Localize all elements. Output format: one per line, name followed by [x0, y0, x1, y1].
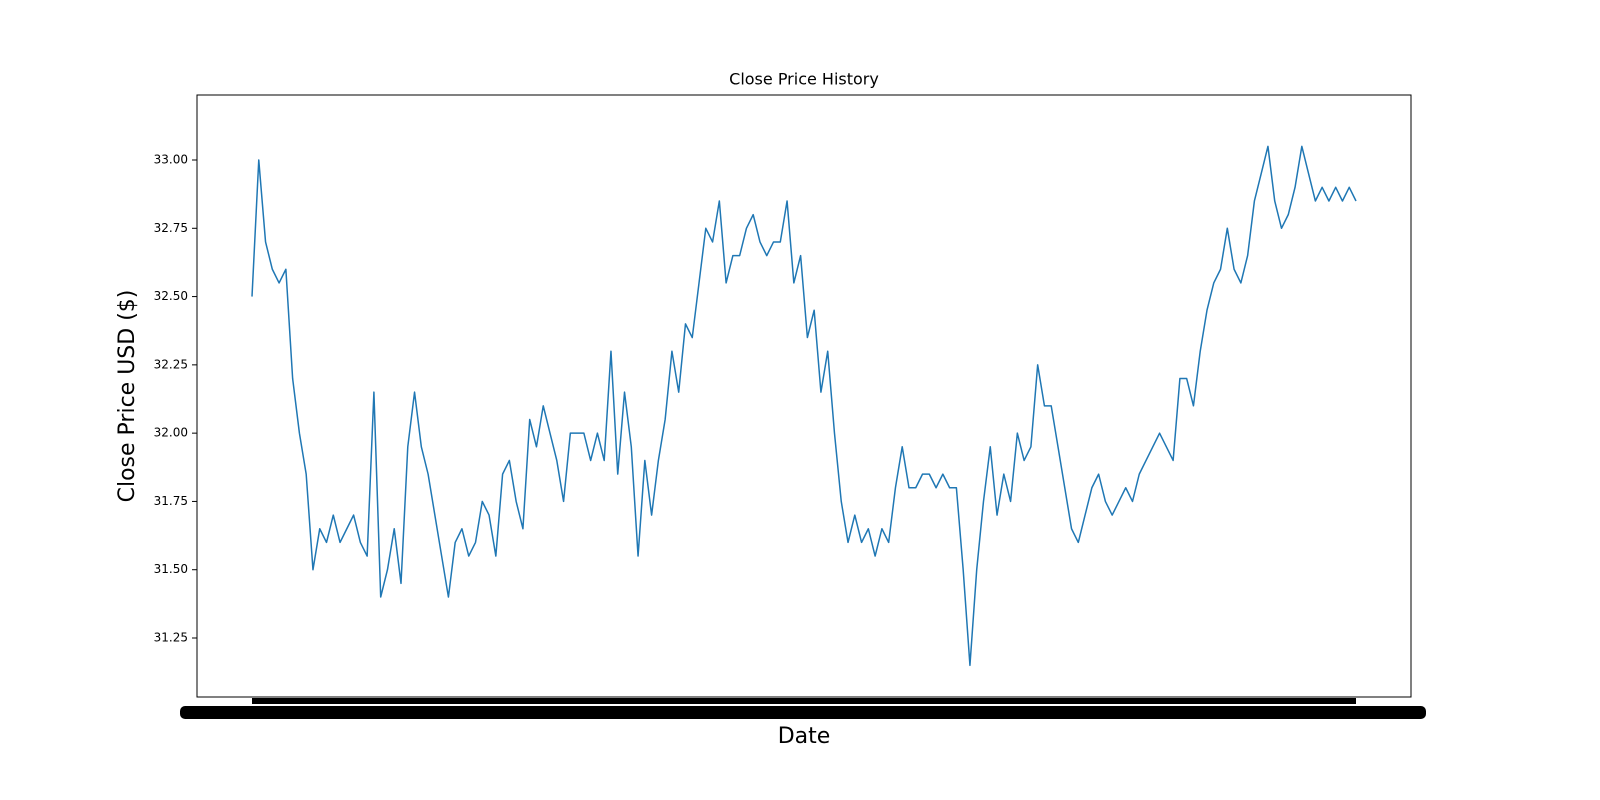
y-tick-label: 33.00 [154, 153, 188, 167]
x-tick-labels-smear [180, 706, 1426, 719]
y-axis-label: Close Price USD ($) [115, 290, 140, 503]
x-tick-marks-smear [252, 698, 1356, 704]
y-tick-label: 32.75 [154, 221, 188, 235]
y-tick-label: 32.50 [154, 289, 188, 303]
y-tick-label: 31.75 [154, 494, 188, 508]
price-line [251, 145, 1357, 667]
chart-title: Close Price History [729, 70, 879, 89]
plot-frame [196, 94, 1412, 698]
y-tick-label: 32.00 [154, 426, 188, 440]
y-tick-label: 32.25 [154, 357, 188, 371]
x-axis-label: Date [778, 724, 831, 749]
y-tick-label: 31.50 [154, 562, 188, 576]
y-tick-label: 31.25 [154, 631, 188, 645]
